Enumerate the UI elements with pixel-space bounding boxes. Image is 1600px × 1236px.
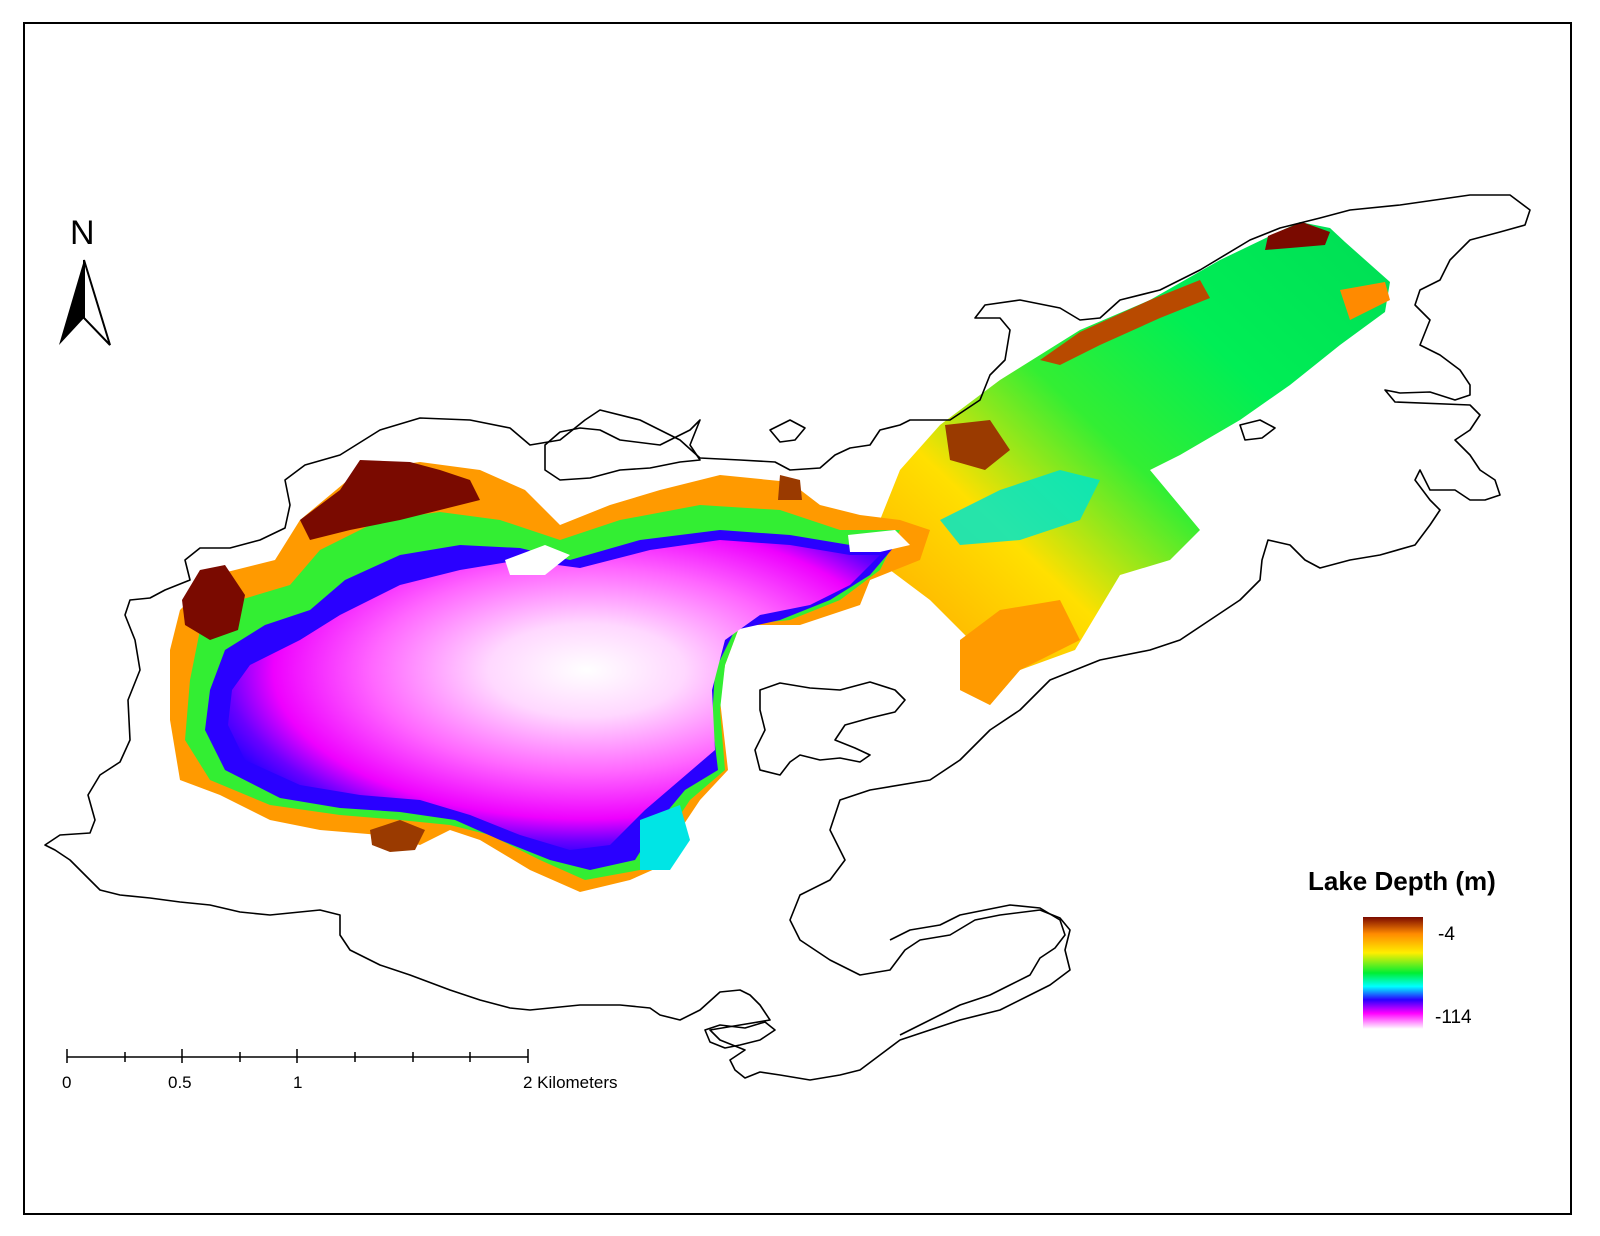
island-north-bay [544,419,701,481]
east-arm-cyan-band [940,470,1100,545]
legend-color-ramp [1363,917,1423,1029]
island-small-east [1239,419,1276,441]
scale-label-2-km: 2 Kilometers [523,1073,618,1092]
shoreline [44,194,1531,1081]
east-arm-shallow-e [1340,282,1390,320]
legend-min-label: -114 [1435,1007,1472,1028]
east-arm-orange-south [960,600,1080,705]
scale-label-1: 1 [293,1073,303,1092]
legend-title: Lake Depth (m) [1308,866,1496,896]
north-arrow-left-half [59,260,84,345]
rocky-shore-se [889,904,1066,1036]
north-arrow-right-half [83,259,111,346]
lake-shoreline-main [44,194,1531,1081]
main-basin-deep-core [228,540,880,850]
shallow-patch-west [182,565,245,640]
scale-bar [66,1049,529,1063]
rocky-inlet-sw [704,1021,776,1049]
north-arrow-label: N [70,214,95,252]
shallow-patch-south [370,820,425,852]
east-arm-depth [880,222,1390,705]
east-arm-shallow-ne [1265,222,1330,250]
scale-label-0: 0 [62,1073,72,1092]
island-central [754,681,906,776]
east-arm-shallow-w [945,420,1010,470]
map-frame [23,22,1572,1215]
shallow-patch-north [300,460,480,540]
bathymetry-raster [170,222,1390,892]
legend-max-label: -4 [1438,924,1455,945]
no-data-gap-2 [848,530,910,552]
north-arrow [59,259,111,346]
shallow-patch-central-north [778,475,802,500]
cyan-patch-south [640,805,690,870]
east-arm-shallow-nw [1040,280,1210,365]
no-data-gap-1 [505,545,570,575]
scale-label-half: 0.5 [168,1073,192,1092]
inlet-north [769,419,806,443]
